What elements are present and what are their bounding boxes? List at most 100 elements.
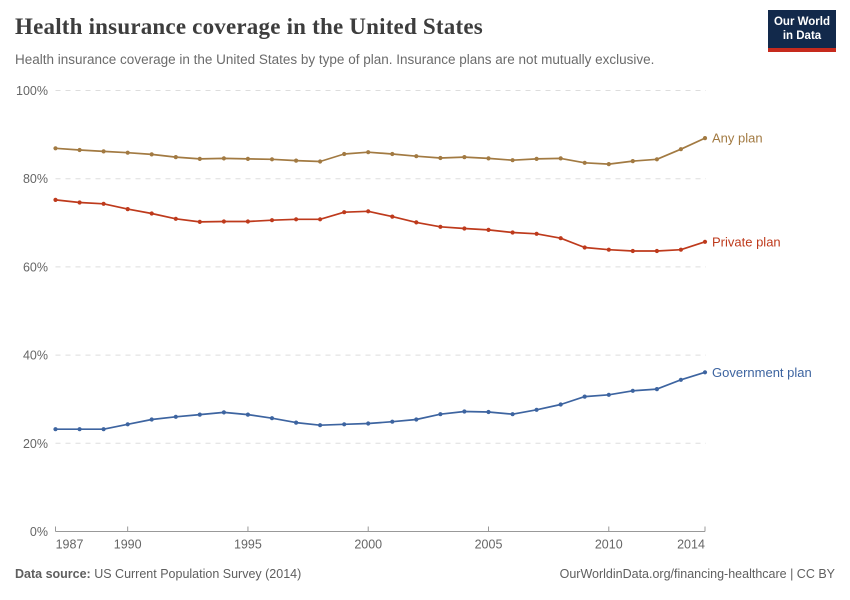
data-point-government-plan-2004 (462, 409, 467, 414)
data-point-any-plan-1989 (101, 149, 106, 154)
data-point-any-plan-1988 (77, 147, 82, 153)
data-point-government-plan-1989 (101, 427, 106, 432)
data-point-private-plan-1996 (269, 218, 275, 223)
owid-logo-box: Our World in Data (768, 10, 836, 48)
data-point-government-plan-2006 (510, 412, 515, 417)
data-point-private-plan-2013 (678, 247, 684, 252)
data-point-any-plan-1997 (294, 158, 299, 163)
data-point-any-plan-2005 (486, 156, 491, 161)
x-tick-label-2010: 2010 (595, 538, 623, 552)
data-point-government-plan-2008 (558, 402, 563, 407)
data-point-private-plan-2008 (558, 236, 563, 241)
owid-logo-line1: Our World (773, 16, 830, 28)
y-tick-label-20: 20% (23, 437, 48, 451)
data-point-private-plan-2005 (486, 227, 491, 232)
page-title: Health insurance coverage in the United … (15, 14, 483, 39)
data-point-private-plan-2000 (366, 209, 371, 214)
owid-logo-red-bar (768, 47, 836, 52)
data-point-any-plan-1996 (269, 157, 275, 162)
data-point-private-plan-2003 (438, 224, 443, 229)
data-point-any-plan-1994 (221, 156, 226, 161)
data-point-government-plan-2012 (654, 387, 660, 392)
data-point-private-plan-2002 (414, 220, 419, 225)
data-point-government-plan-2000 (366, 421, 371, 426)
x-tick-label-2014: 2014 (677, 538, 705, 552)
data-point-government-plan-2014 (702, 370, 708, 375)
data-point-private-plan-1994 (221, 219, 226, 224)
series-label-any-plan: Any plan (712, 131, 763, 146)
data-point-government-plan-2005 (486, 409, 491, 415)
data-point-government-plan-1988 (77, 427, 82, 432)
data-point-government-plan-1997 (294, 420, 299, 425)
data-point-private-plan-2001 (390, 214, 395, 219)
data-point-any-plan-2010 (606, 162, 611, 167)
data-point-any-plan-2011 (630, 159, 635, 164)
chart-footer: Data source: US Current Population Surve… (15, 567, 835, 581)
x-tick-label-1990: 1990 (114, 538, 142, 552)
series-label-private-plan: Private plan (712, 234, 781, 249)
series-label-government-plan: Government plan (712, 365, 812, 380)
data-point-government-plan-2003 (438, 412, 443, 417)
data-point-government-plan-1991 (149, 417, 154, 422)
data-point-any-plan-1995 (245, 156, 250, 161)
data-point-government-plan-1999 (342, 422, 347, 427)
data-point-government-plan-1994 (221, 410, 226, 415)
page-subtitle: Health insurance coverage in the United … (15, 52, 655, 67)
series-line-any-plan (54, 137, 706, 165)
data-point-any-plan-2007 (534, 156, 539, 161)
data-point-any-plan-2003 (438, 155, 443, 161)
data-point-private-plan-1988 (77, 200, 82, 205)
data-point-any-plan-2004 (462, 155, 467, 160)
chart-svg: 0% 20% 40% 60% 80% 100% 1987 1990 1995 2000 2005 20… (16, 84, 812, 552)
data-point-private-plan-2012 (654, 248, 660, 254)
data-point-government-plan-2002 (414, 417, 419, 422)
data-point-government-plan-2001 (390, 419, 395, 424)
data-point-any-plan-2000 (366, 150, 371, 155)
data-point-government-plan-1992 (173, 414, 178, 419)
data-point-private-plan-2014 (702, 239, 708, 244)
data-point-private-plan-1995 (245, 219, 250, 224)
data-point-private-plan-1998 (318, 217, 323, 222)
y-tick-label-40: 40% (23, 349, 48, 363)
y-tick-label-80: 80% (23, 172, 48, 186)
data-point-any-plan-1998 (318, 159, 323, 164)
data-point-government-plan-1996 (269, 416, 275, 421)
data-point-private-plan-2009 (582, 245, 587, 250)
data-point-government-plan-2013 (678, 377, 684, 382)
data-point-any-plan-1992 (173, 155, 178, 160)
data-point-any-plan-1993 (197, 156, 202, 161)
x-tick-label-2000: 2000 (354, 538, 382, 552)
data-point-any-plan-1991 (149, 152, 154, 157)
owid-logo-line2: in Data (782, 30, 822, 43)
credit-link[interactable]: OurWorldinData.org/financing-healthcare … (559, 567, 835, 581)
x-tick-label-1987: 1987 (56, 538, 84, 552)
data-point-any-plan-2009 (582, 160, 587, 165)
data-point-any-plan-2002 (414, 154, 419, 159)
y-tick-label-60: 60% (23, 260, 48, 274)
data-point-any-plan-1987 (53, 146, 58, 151)
data-point-government-plan-2011 (630, 388, 635, 393)
data-point-private-plan-1999 (342, 210, 347, 215)
data-point-private-plan-1991 (149, 211, 154, 216)
data-point-private-plan-2006 (510, 230, 515, 235)
data-point-any-plan-2012 (654, 157, 660, 162)
data-point-private-plan-1987 (53, 197, 58, 202)
data-point-government-plan-2009 (582, 394, 587, 399)
line-chart: 0% 20% 40% 60% 80% 100% 1987 1990 1995 2000 2005 20… (0, 80, 850, 560)
data-point-private-plan-1990 (125, 207, 130, 212)
data-point-private-plan-2004 (462, 226, 467, 231)
data-point-government-plan-1990 (125, 422, 130, 427)
x-tick-label-1995: 1995 (234, 538, 262, 552)
data-point-government-plan-2010 (606, 392, 611, 397)
data-point-any-plan-1999 (342, 151, 347, 157)
data-point-any-plan-2014 (702, 136, 708, 141)
owid-logo[interactable]: Our World in Data (768, 10, 836, 52)
data-point-private-plan-1997 (294, 217, 299, 222)
y-tick-label-0: 0% (30, 525, 48, 539)
data-point-government-plan-1998 (318, 423, 323, 428)
data-point-private-plan-1992 (173, 216, 178, 221)
data-point-private-plan-2010 (606, 247, 611, 252)
data-point-any-plan-2013 (678, 147, 684, 152)
data-source-note: Data source: US Current Population Surve… (15, 567, 301, 581)
